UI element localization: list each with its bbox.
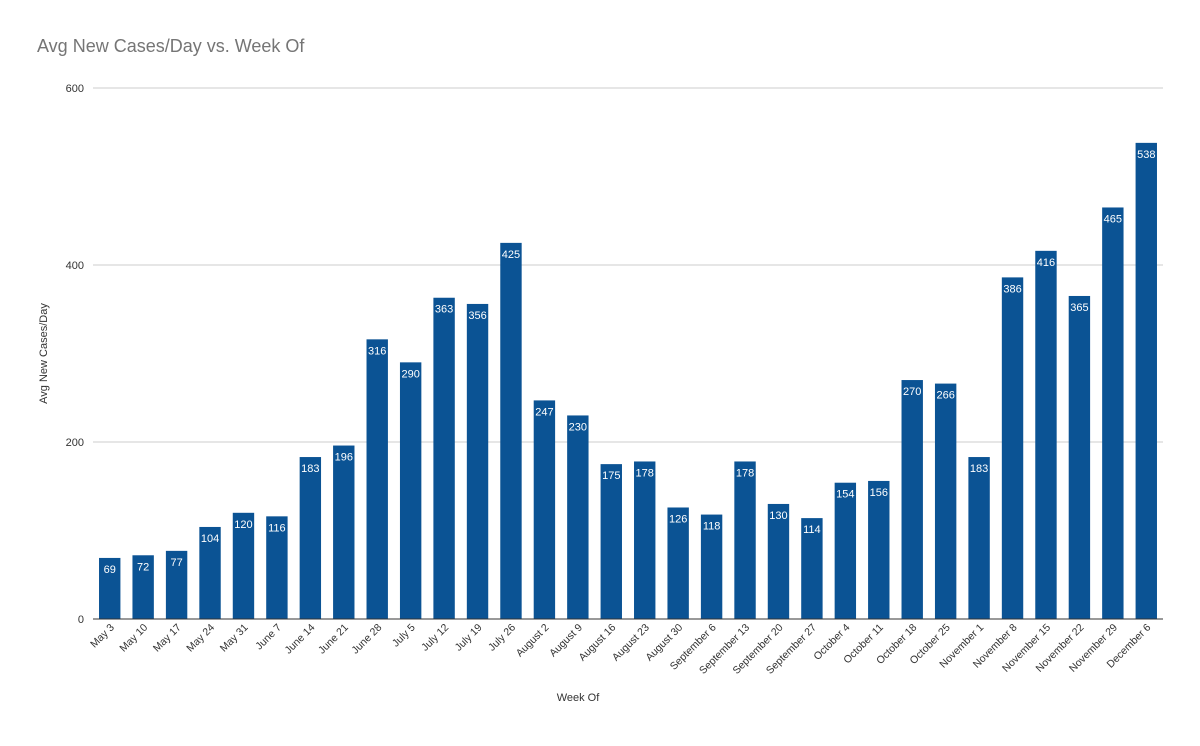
- bar-value-label: 538: [1137, 149, 1155, 161]
- bar-value-label: 175: [602, 470, 620, 482]
- bar: [1001, 277, 1024, 619]
- bar: [333, 445, 355, 619]
- x-tick-label: July 19: [453, 622, 485, 654]
- bar: [299, 457, 322, 619]
- bar-value-label: 120: [234, 519, 252, 531]
- y-axis-title: Avg New Cases/Day: [38, 303, 50, 404]
- bar-value-label: 196: [335, 452, 353, 464]
- bar-value-label: 130: [769, 510, 787, 522]
- bar-value-label: 69: [104, 564, 116, 576]
- bar: [433, 297, 455, 619]
- bar: [1135, 142, 1157, 619]
- x-tick-label: May 10: [117, 622, 150, 655]
- bar-value-label: 230: [569, 421, 587, 433]
- bar-value-label: 72: [137, 561, 149, 573]
- bar-value-label: 365: [1070, 302, 1088, 314]
- bar-value-label: 178: [736, 467, 754, 479]
- bar: [399, 362, 422, 619]
- chart-title: Avg New Cases/Day vs. Week Of: [37, 36, 305, 56]
- bar-value-label: 126: [669, 513, 687, 525]
- bar: [734, 461, 756, 619]
- bar-value-label: 363: [435, 304, 453, 316]
- bar: [466, 303, 489, 619]
- x-tick-label: May 3: [88, 622, 117, 651]
- y-tick-label: 400: [66, 260, 84, 272]
- bar-value-label: 104: [201, 533, 219, 545]
- bar-value-label: 154: [836, 489, 854, 501]
- x-axis-title: Week Of: [557, 692, 601, 704]
- bar: [600, 464, 622, 619]
- bar-value-label: 247: [535, 406, 553, 418]
- bar-value-label: 77: [170, 557, 182, 569]
- x-tick-label: July 26: [486, 622, 518, 654]
- bar: [500, 242, 522, 619]
- x-tick-label: July 5: [390, 622, 418, 650]
- bar-value-label: 290: [401, 368, 419, 380]
- bar-value-label: 270: [903, 386, 921, 398]
- bar: [968, 457, 990, 619]
- x-tick-label: May 24: [184, 622, 217, 655]
- bar-value-label: 156: [870, 487, 888, 499]
- x-tick-label: June 7: [253, 622, 284, 653]
- bar-value-label: 356: [468, 310, 486, 322]
- bar: [901, 380, 923, 619]
- bar: [1068, 295, 1091, 619]
- bar: [868, 480, 890, 619]
- bar: [165, 550, 188, 619]
- x-tick-label: June 14: [283, 622, 318, 657]
- bar: [199, 526, 221, 619]
- bar-value-label: 316: [368, 345, 386, 357]
- y-tick-label: 0: [78, 614, 84, 626]
- bar: [801, 518, 823, 619]
- bar: [266, 516, 288, 619]
- bar-value-label: 183: [301, 463, 319, 475]
- bar: [634, 461, 656, 619]
- bar: [667, 507, 689, 619]
- bar-value-label: 386: [1003, 283, 1021, 295]
- bar: [1102, 207, 1124, 619]
- bar: [767, 503, 790, 619]
- x-tick-label: May 17: [151, 622, 184, 655]
- bar-value-label: 116: [268, 522, 286, 534]
- bar-value-label: 118: [703, 521, 721, 533]
- bar: [99, 557, 121, 619]
- bar: [232, 512, 255, 619]
- bar-value-label: 465: [1104, 213, 1122, 225]
- bar: [366, 339, 388, 619]
- bar-value-label: 114: [803, 524, 821, 536]
- x-tick-label: June 28: [349, 622, 384, 657]
- bar: [1035, 250, 1057, 619]
- bar: [567, 415, 589, 619]
- x-tick-label: May 31: [218, 622, 251, 655]
- x-tick-label: August 2: [514, 622, 552, 660]
- bar: [834, 482, 857, 619]
- bar-value-label: 178: [636, 467, 654, 479]
- bar: [533, 400, 556, 619]
- y-tick-label: 600: [66, 83, 84, 95]
- x-tick-label: July 12: [419, 622, 451, 654]
- bar-value-label: 416: [1037, 257, 1055, 269]
- bar: [132, 555, 154, 619]
- bar-value-label: 266: [936, 390, 954, 402]
- x-tick-label: June 21: [316, 622, 351, 657]
- bar-value-label: 183: [970, 463, 988, 475]
- bar: [934, 383, 957, 619]
- bar: [700, 514, 723, 619]
- bar-value-label: 425: [502, 249, 520, 261]
- y-tick-label: 200: [66, 437, 84, 449]
